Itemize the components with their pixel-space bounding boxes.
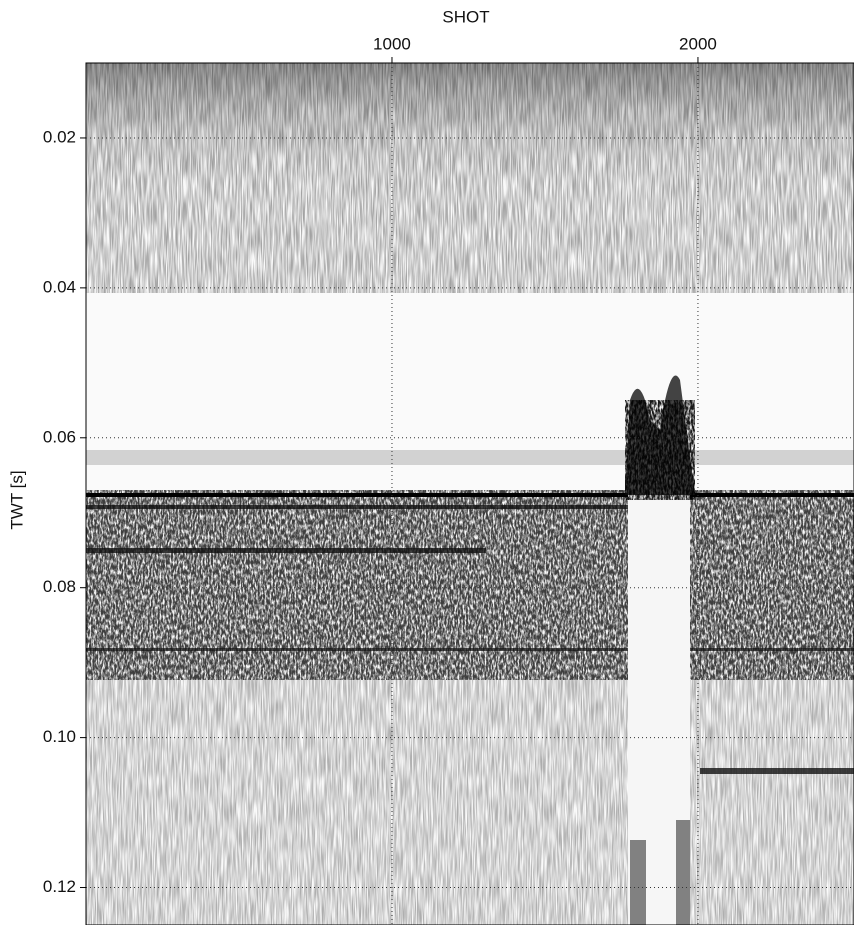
plot-frame [85,62,854,925]
y-tick-label: 0.10 [43,727,76,746]
seismic-image [86,63,854,925]
x-tick-label: 1000 [373,34,411,53]
y-tick-label: 0.12 [43,877,76,896]
x-axis-label: SHOT [442,7,489,26]
y-tick-label: 0.08 [43,577,76,596]
y-tick-label: 0.04 [43,277,76,296]
y-tick-label: 0.02 [43,127,76,146]
y-tick-label: 0.06 [43,427,76,446]
y-axis-label: TWT [s] [7,470,26,529]
x-tick-label: 2000 [679,34,717,53]
